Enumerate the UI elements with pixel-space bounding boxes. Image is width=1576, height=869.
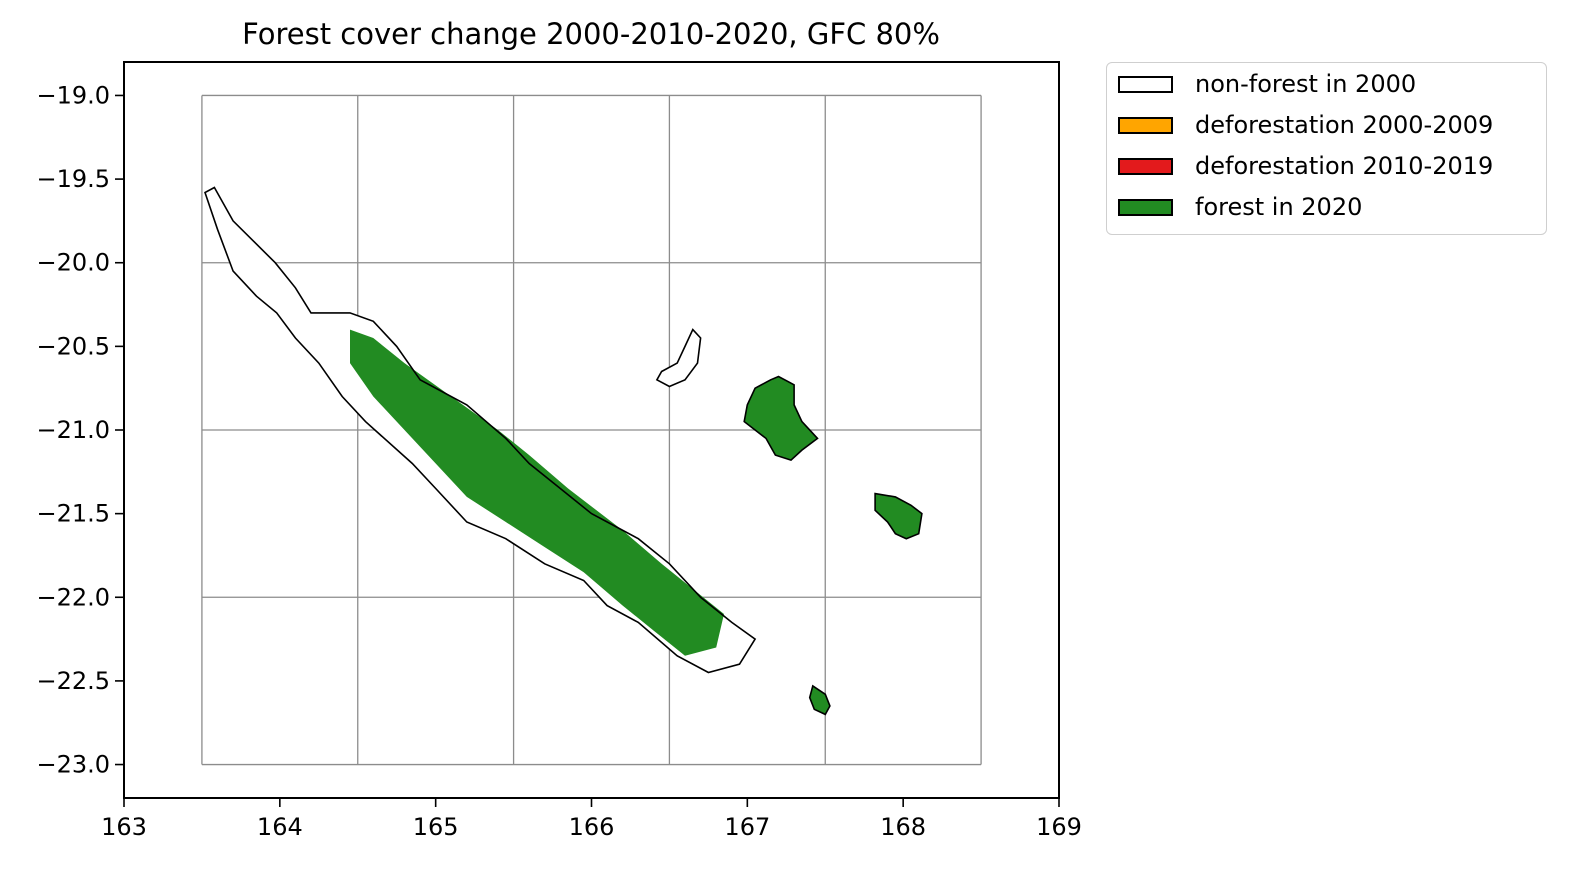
x-tick-label: 169 <box>1036 813 1082 841</box>
legend-swatch <box>1118 75 1173 93</box>
legend-swatch <box>1118 157 1173 175</box>
y-tick-label: −20.5 <box>36 332 110 360</box>
x-tick-label: 167 <box>724 813 770 841</box>
x-tick-label: 166 <box>569 813 615 841</box>
island-coastline <box>655 328 702 388</box>
legend-label: deforestation 2000-2009 <box>1195 111 1494 139</box>
legend-swatch <box>1118 198 1173 216</box>
y-tick-label: −22.0 <box>36 583 110 611</box>
legend-item-forest-2020: forest in 2020 <box>1118 192 1362 222</box>
x-axis: 163 164 165 166 167 168 169 <box>101 798 1082 841</box>
y-tick-label: −21.0 <box>36 416 110 444</box>
chart-title: Forest cover change 2000-2010-2020, GFC … <box>242 17 940 51</box>
island-coastline <box>204 186 757 674</box>
x-tick-label: 164 <box>257 813 303 841</box>
y-axis: −19.0 −19.5 −20.0 −20.5 −21.0 −21.5 −22.0 −22.5… <box>36 81 124 779</box>
legend-label: deforestation 2010-2019 <box>1195 152 1494 180</box>
forest-area <box>809 685 830 715</box>
island-coastline <box>808 684 831 716</box>
island-coastline <box>743 375 819 462</box>
x-tick-label: 165 <box>413 813 459 841</box>
forest-area <box>350 329 724 656</box>
legend-label: non-forest in 2000 <box>1195 70 1417 98</box>
map-legend: non-forest in 2000 deforestation 2000-20… <box>1106 62 1547 235</box>
x-tick-label: 168 <box>880 813 926 841</box>
legend-item-non-forest: non-forest in 2000 <box>1118 69 1416 99</box>
legend-item-deforestation-2000-2009: deforestation 2000-2009 <box>1118 110 1493 140</box>
legend-item-deforestation-2010-2019: deforestation 2010-2019 <box>1118 151 1493 181</box>
island-coastline <box>874 492 923 540</box>
map-islands <box>204 186 923 716</box>
legend-swatch <box>1118 116 1173 134</box>
forest-area <box>744 376 818 461</box>
legend-label: forest in 2020 <box>1195 193 1363 221</box>
y-tick-label: −20.0 <box>36 249 110 277</box>
y-tick-label: −19.0 <box>36 81 110 109</box>
y-tick-label: −23.0 <box>36 751 110 779</box>
y-tick-label: −19.5 <box>36 165 110 193</box>
map-grid <box>201 94 982 766</box>
y-tick-label: −21.5 <box>36 500 110 528</box>
x-tick-label: 163 <box>101 813 147 841</box>
y-tick-label: −22.5 <box>36 667 110 695</box>
